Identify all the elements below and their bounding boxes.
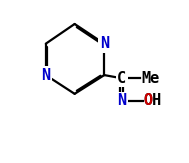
Text: OH: OH (143, 93, 162, 108)
Text: Me: Me (141, 71, 159, 86)
Text: O: O (143, 93, 153, 108)
Text: N: N (41, 68, 50, 83)
Text: N: N (100, 36, 109, 51)
Text: N: N (117, 93, 126, 108)
Text: C: C (117, 71, 126, 86)
